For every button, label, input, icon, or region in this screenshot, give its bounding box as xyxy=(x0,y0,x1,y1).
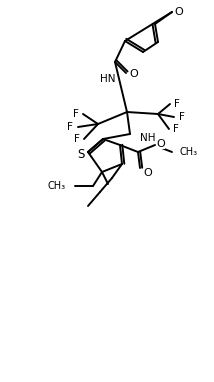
Text: O: O xyxy=(157,139,165,149)
Text: O: O xyxy=(175,7,183,17)
Text: O: O xyxy=(144,168,152,178)
Text: F: F xyxy=(174,99,180,109)
Text: F: F xyxy=(73,109,79,119)
Text: HN: HN xyxy=(100,74,116,84)
Text: S: S xyxy=(77,147,85,160)
Text: O: O xyxy=(130,69,138,79)
Text: F: F xyxy=(67,122,73,132)
Text: CH₃: CH₃ xyxy=(180,147,198,157)
Text: CH₃: CH₃ xyxy=(48,181,66,191)
Text: F: F xyxy=(179,112,185,122)
Text: F: F xyxy=(173,124,179,134)
Text: F: F xyxy=(74,134,80,144)
Text: NH: NH xyxy=(140,133,156,143)
